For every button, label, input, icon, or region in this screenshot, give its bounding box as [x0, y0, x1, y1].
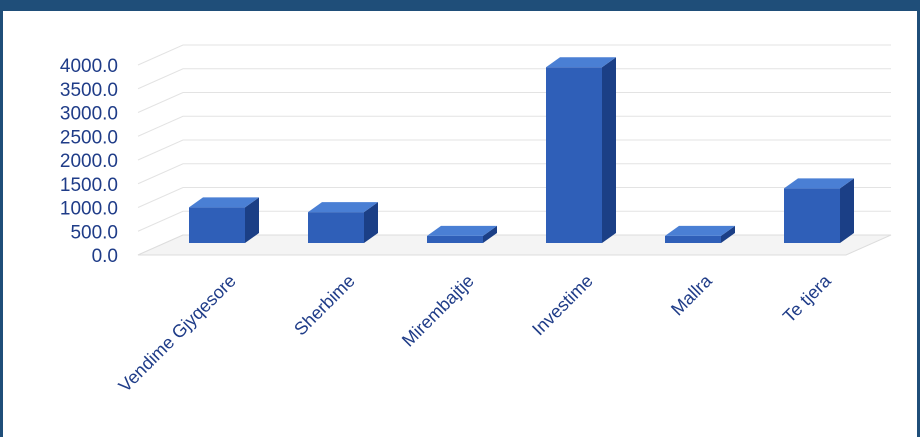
y-tick-label: 4000.0: [60, 56, 118, 77]
gridline: [137, 163, 891, 185]
y-tick-label: 0.0: [92, 246, 118, 267]
bar-side: [483, 225, 497, 243]
y-tick-label: 1000.0: [60, 199, 118, 220]
gridline: [137, 139, 891, 161]
bar-side: [245, 197, 259, 243]
bar-top: [546, 57, 616, 68]
bar-side: [840, 178, 854, 243]
bar-top: [308, 202, 378, 213]
bar: [427, 235, 483, 243]
gridline: [137, 92, 891, 113]
bar: [665, 235, 721, 243]
gridline: [137, 44, 891, 66]
y-tick-label: 2500.0: [60, 127, 118, 148]
bar-top: [189, 197, 259, 208]
y-tick-label: 3500.0: [60, 80, 118, 101]
gridline: [137, 68, 891, 90]
x-tick-label: Investime: [528, 271, 597, 340]
gridline: [137, 115, 891, 137]
x-tick-label: Sherbime: [290, 271, 359, 340]
gridline: [137, 210, 891, 232]
y-tick-label: 3000.0: [60, 104, 118, 125]
bar-side: [364, 202, 378, 243]
x-tick-label: Mallra: [667, 270, 716, 319]
bar-side: [602, 57, 616, 243]
bar-top: [427, 225, 497, 236]
bar-side: [721, 225, 735, 243]
x-tick-label: Mirembajtje: [398, 271, 478, 351]
bar-top: [784, 178, 854, 189]
y-tick-label: 500.0: [70, 222, 118, 243]
x-tick-label: Te tjera: [779, 270, 836, 327]
bar-top: [665, 225, 735, 236]
y-tick-label: 2000.0: [60, 151, 118, 172]
y-tick-label: 1500.0: [60, 175, 118, 196]
header-bar: [3, 0, 917, 11]
bar: [546, 67, 602, 243]
bar: [189, 207, 245, 243]
x-tick-label: Vendime Gjyqesore: [115, 271, 240, 396]
bar: [784, 188, 840, 243]
bar: [308, 212, 364, 243]
gridline: [137, 187, 891, 208]
